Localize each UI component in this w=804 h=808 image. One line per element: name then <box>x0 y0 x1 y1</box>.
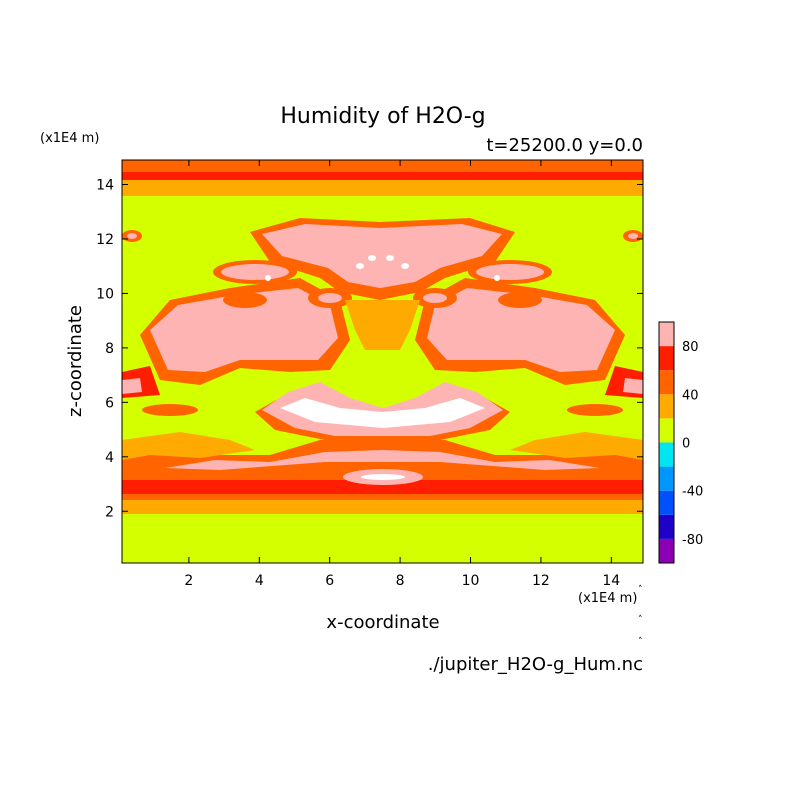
contour-region <box>628 233 638 239</box>
contour-band <box>122 180 643 196</box>
colorbar-swatch <box>659 466 674 491</box>
contour-region <box>280 398 485 428</box>
x-tick-label: 14 <box>602 573 620 589</box>
contour-region <box>122 432 255 460</box>
highlight-region <box>494 275 500 281</box>
contour-region <box>142 404 198 416</box>
contour-region <box>122 378 142 394</box>
x-tick-label: 8 <box>396 573 405 589</box>
contour-region <box>423 293 447 303</box>
colorbar-swatch <box>659 538 674 563</box>
colorbar-tick-label: 0 <box>682 437 690 452</box>
contour-region <box>150 288 338 372</box>
y-tick-label: 14 <box>96 178 114 194</box>
source-filename: ./jupiter_H2O-g_Hum.nc <box>428 654 643 675</box>
contour-band <box>122 480 643 494</box>
contour-region <box>223 292 267 308</box>
colorbar-swatch <box>659 514 674 539</box>
humidity-field <box>122 160 643 563</box>
highlight-region <box>386 255 394 261</box>
contour-region <box>567 404 623 416</box>
dot-mark: ˄ <box>638 637 643 647</box>
contour-band <box>122 172 643 180</box>
y-axis-label: z-coordinate <box>65 305 86 417</box>
contour-region <box>361 474 405 480</box>
colorbar-swatch <box>659 346 674 371</box>
contour-band <box>122 160 643 172</box>
contour-region <box>318 293 342 303</box>
colorbar-tick-label: 40 <box>682 388 699 403</box>
colorbar-tick-label: -40 <box>682 485 703 500</box>
plot-frame <box>121 159 644 564</box>
highlight-region <box>356 263 364 269</box>
contour-region <box>127 233 137 239</box>
colorbar-tick-label: 80 <box>682 340 699 355</box>
chart-subtitle: t=25200.0 y=0.0 <box>486 135 643 156</box>
contour-region <box>510 432 643 460</box>
colorbar-frame <box>658 321 675 564</box>
contour-region <box>221 264 289 280</box>
y-tick-label: 10 <box>96 286 114 302</box>
chart-title: Humidity of H2O-g <box>280 104 485 129</box>
caret-mark: ˄ <box>638 585 643 595</box>
x-tick-label: 12 <box>532 573 550 589</box>
contour-region <box>427 288 615 372</box>
colorbar-swatch <box>659 322 674 347</box>
y-tick-label: 8 <box>105 341 114 357</box>
highlight-region <box>368 255 376 261</box>
y-unit-label: (x1E4 m) <box>40 131 99 146</box>
contour-region <box>476 264 544 280</box>
contour-band <box>122 500 643 514</box>
contour-region <box>345 300 420 350</box>
x-tick-label: 4 <box>255 573 264 589</box>
x-tick-label: 10 <box>462 573 480 589</box>
y-tick-label: 2 <box>105 504 114 520</box>
colorbar: -80 -40 0 40 80 <box>658 321 703 564</box>
x-tick-label: 2 <box>184 573 193 589</box>
contour-region <box>623 378 643 394</box>
y-tick-label: 12 <box>96 232 114 248</box>
colorbar-tick-label: -80 <box>682 533 703 548</box>
colorbar-swatch <box>659 370 674 395</box>
dot-mark: ˄ <box>638 615 643 625</box>
highlight-region <box>401 263 409 269</box>
y-tick-label: 4 <box>105 450 114 466</box>
y-tick-label: 6 <box>105 395 114 411</box>
colorbar-swatch <box>659 490 674 515</box>
highlight-region <box>265 275 271 281</box>
x-axis-label: x-coordinate <box>326 612 439 633</box>
contour-region <box>498 292 542 308</box>
colorbar-swatch <box>659 394 674 419</box>
axes: 2 4 6 8 10 12 14 2 4 6 8 10 12 14 <box>96 160 643 589</box>
x-unit-label: (x1E4 m) <box>578 591 637 606</box>
colorbar-swatch <box>659 418 674 443</box>
contour-region <box>262 224 502 288</box>
colorbar-swatch <box>659 442 674 467</box>
contour-region <box>165 450 600 470</box>
x-tick-label: 6 <box>325 573 334 589</box>
